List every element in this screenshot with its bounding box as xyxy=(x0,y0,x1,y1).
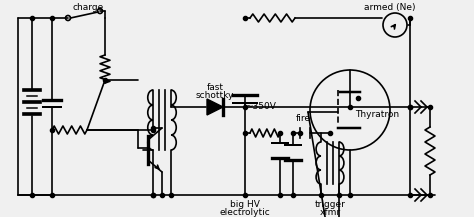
Text: electrolytic: electrolytic xyxy=(219,208,270,217)
Polygon shape xyxy=(207,99,223,115)
Text: armed (Ne): armed (Ne) xyxy=(364,3,416,12)
Text: fast: fast xyxy=(207,83,224,92)
Text: schottky: schottky xyxy=(196,91,234,100)
Text: trigger: trigger xyxy=(315,200,346,209)
Text: xfmr: xfmr xyxy=(319,208,340,217)
Text: Thyratron: Thyratron xyxy=(355,110,399,119)
Text: charge: charge xyxy=(73,3,104,12)
Text: ~350V: ~350V xyxy=(245,102,276,111)
Text: big HV: big HV xyxy=(230,200,260,209)
Text: fire: fire xyxy=(295,114,310,123)
